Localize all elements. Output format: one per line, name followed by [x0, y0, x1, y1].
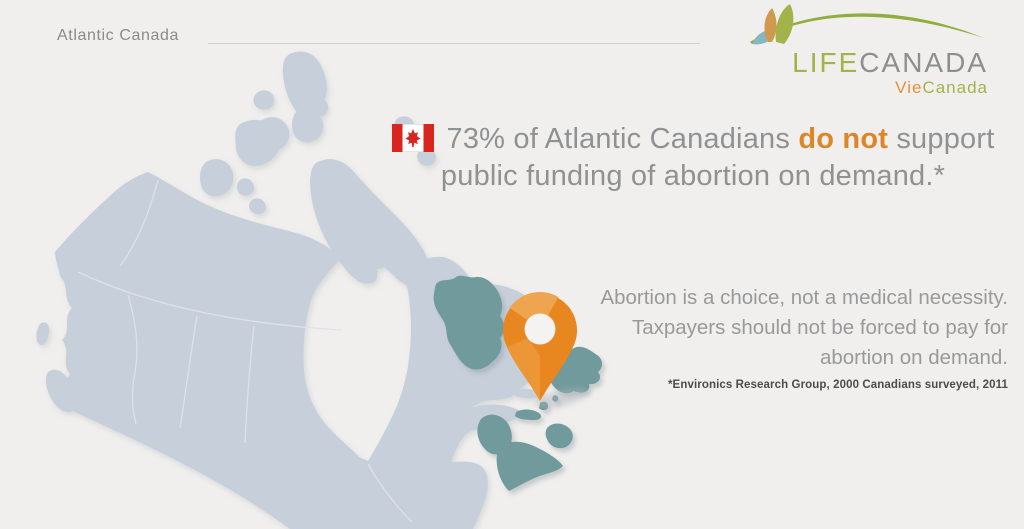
pin-body	[503, 293, 577, 401]
logo-viecanada-text: Canada	[922, 78, 988, 97]
headline-prefix: 73% of Atlantic Canadians	[446, 123, 799, 155]
logo-life-text: LIFE	[792, 47, 860, 78]
logo-vie-text: Vie	[895, 78, 923, 97]
leaf-icon	[764, 8, 777, 42]
map-prince-edward-island	[515, 409, 542, 420]
headline-line2: public funding of abortion on demand.*	[440, 160, 946, 192]
logo-swoosh	[750, 13, 984, 44]
map-cape-breton	[545, 423, 573, 449]
pin-highlight-tail	[507, 338, 540, 401]
logo-canada-text: CANADA	[859, 47, 988, 78]
quote-line: Abortion is a choice, not a medical nece…	[600, 286, 1008, 309]
pin-highlight	[509, 292, 559, 321]
map-labrador	[433, 275, 505, 370]
map-landmass	[36, 51, 559, 529]
map-mainland	[55, 172, 559, 529]
logo-subtitle: VieCanada	[738, 78, 988, 98]
map-arctic-island	[237, 178, 254, 196]
lifecanada-logo: LIFECANADA VieCanada	[738, 2, 988, 98]
location-pin-icon	[503, 292, 589, 409]
canada-flag-icon	[391, 124, 434, 152]
map-arctic-island	[292, 109, 324, 143]
quote-line: Taxpayers should not be forced to pay fo…	[631, 316, 1008, 339]
map-province-borders	[77, 179, 413, 523]
logo-wordmark: LIFECANADA	[738, 49, 988, 77]
map-new-brunswick	[477, 414, 512, 455]
map-banks-island	[200, 159, 234, 197]
headline-suffix: support	[888, 123, 995, 155]
quote-line: abortion on demand.	[819, 346, 1008, 369]
map-vancouver-island	[45, 369, 77, 412]
lifecanada-leaves-icon	[750, 4, 984, 45]
map-baffin-island	[310, 159, 431, 288]
headline: 73% of Atlantic Canadians do not support…	[383, 121, 1003, 195]
map-haida-gwaii	[36, 322, 50, 346]
map-victoria-island	[235, 119, 281, 167]
title-rule	[208, 43, 700, 44]
pin-shadow	[535, 387, 589, 409]
map-arctic-island	[253, 90, 274, 110]
quote-footnote: *Environics Research Group, 2000 Canadia…	[667, 379, 1008, 391]
map-nova-scotia	[496, 441, 563, 491]
page-title: Atlantic Canada	[57, 27, 179, 44]
leaf-icon	[775, 4, 794, 44]
quote-block: Abortion is a choice, not a medical nece…	[538, 283, 1008, 392]
map-southampton-island	[354, 231, 395, 270]
map-atlantic-provinces-highlight	[433, 275, 603, 491]
headline-line1: 73% of Atlantic Canadians do not support	[383, 121, 1003, 158]
map-arctic-island	[417, 148, 436, 166]
map-arctic-island	[282, 51, 329, 119]
headline-emphasis: do not	[798, 123, 889, 155]
pin-hole	[524, 313, 556, 345]
map-arctic-island	[249, 198, 266, 215]
